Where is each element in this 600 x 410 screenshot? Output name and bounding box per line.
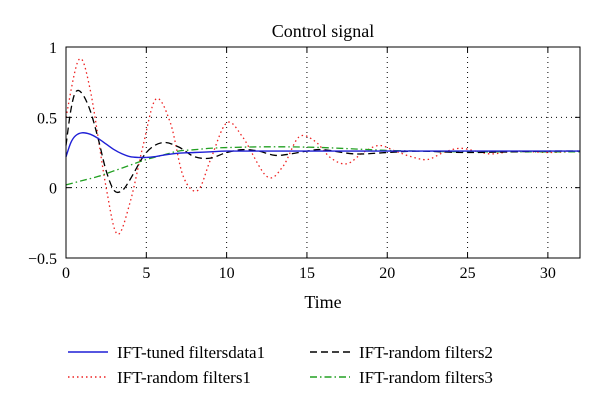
- chart-title: Control signal: [272, 21, 375, 41]
- x-tick-label: 20: [379, 265, 395, 282]
- y-tick-label: 1: [49, 40, 57, 57]
- x-tick-label: 10: [219, 265, 235, 282]
- legend-label: IFT-random filters1: [117, 368, 251, 387]
- x-tick-label: 25: [460, 265, 476, 282]
- legend-label: IFT-random filters3: [359, 368, 493, 387]
- plot-series: [65, 58, 581, 235]
- x-tick-label: 0: [62, 265, 70, 282]
- y-tick-label: 0.5: [37, 110, 57, 127]
- x-tick-label: 30: [540, 265, 556, 282]
- series-line-3: [65, 58, 581, 235]
- series-line-1: [65, 132, 580, 159]
- y-tick-label: −0.5: [28, 251, 57, 268]
- legend-label: IFT-random filters2: [359, 343, 493, 362]
- series-line-2: [65, 89, 581, 194]
- legend-label: IFT-tuned filtersdata1: [117, 343, 265, 362]
- x-tick-label: 15: [299, 265, 315, 282]
- plot-frame: [65, 46, 581, 259]
- legend: IFT-tuned filtersdata1 IFT-random filters…: [68, 343, 493, 387]
- x-axis-title: Time: [304, 292, 341, 312]
- axis-ticks: 0 5 10 15 20 25 30 −0.5 0 0.5 1: [28, 40, 580, 282]
- y-tick-label: 0: [49, 181, 57, 198]
- x-tick-label: 5: [142, 265, 150, 282]
